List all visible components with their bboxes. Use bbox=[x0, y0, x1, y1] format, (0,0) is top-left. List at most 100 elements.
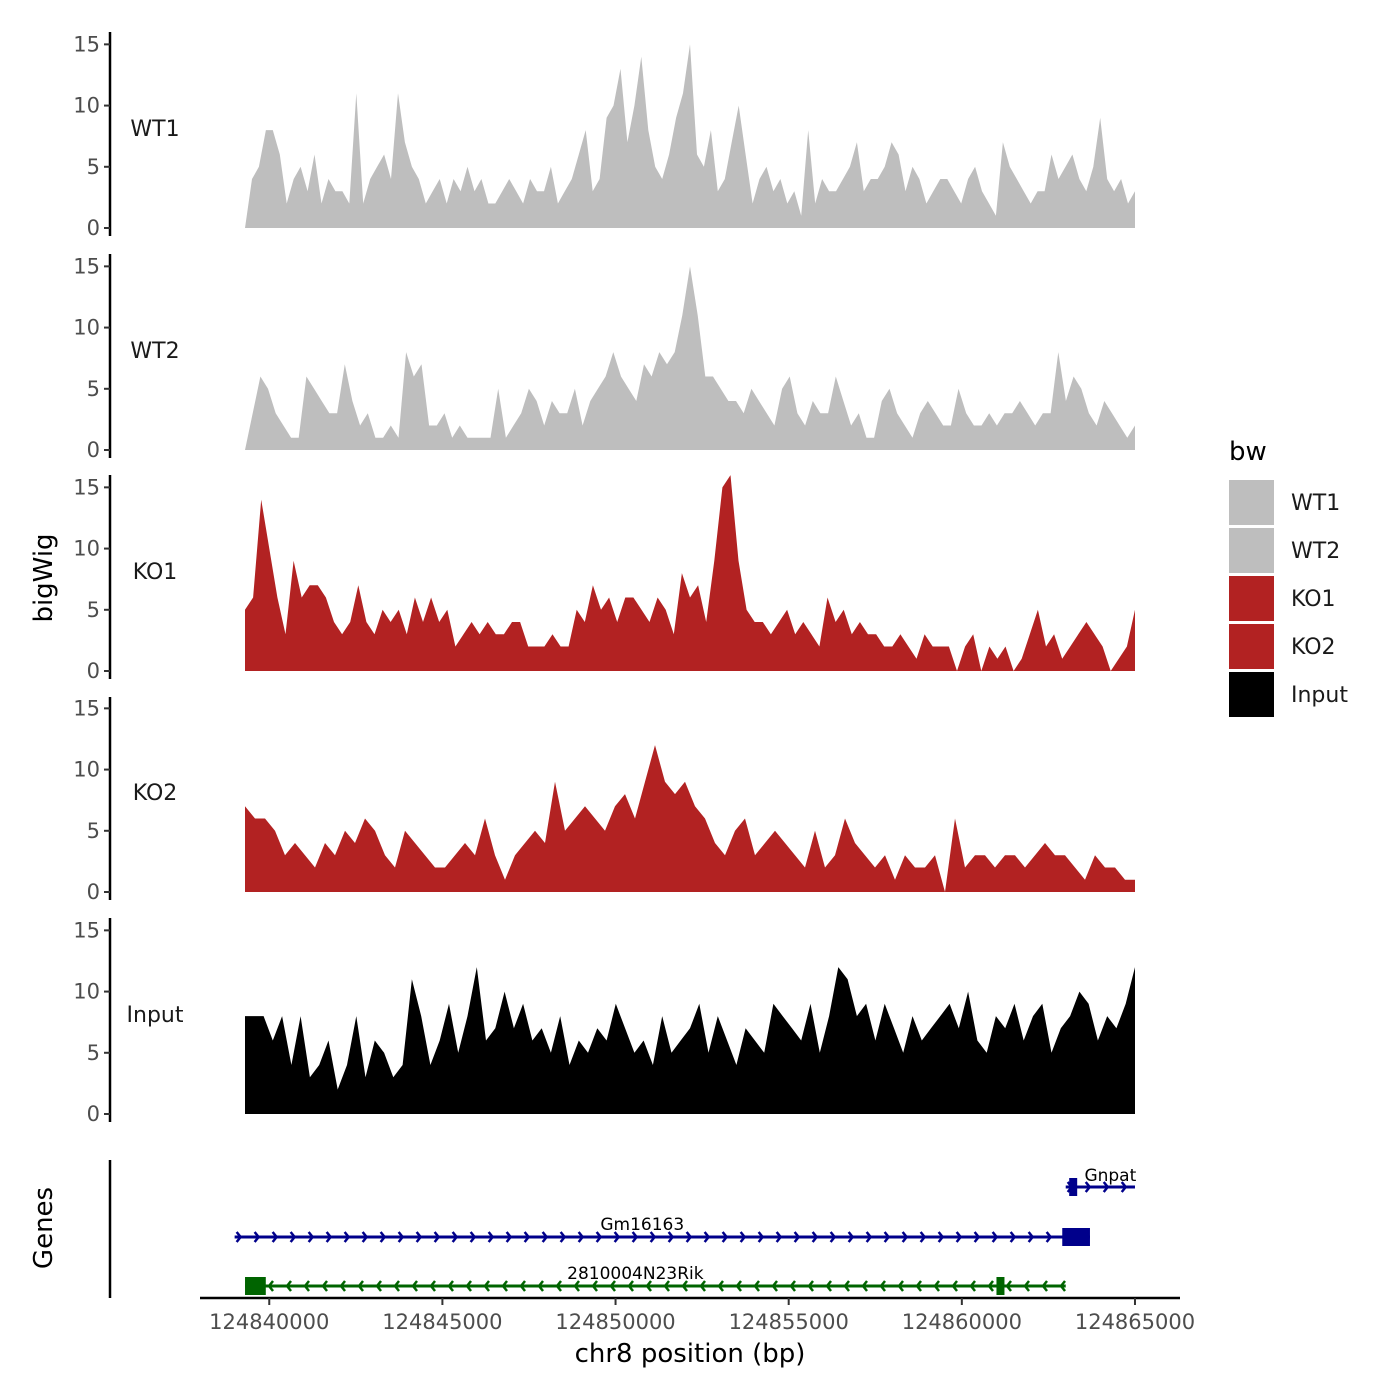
strand-arrow bbox=[483, 1280, 490, 1292]
strand-arrow bbox=[253, 1231, 261, 1243]
y-tick-label: 10 bbox=[73, 94, 100, 118]
gene-exon bbox=[245, 1277, 266, 1295]
strand-arrow bbox=[717, 1280, 724, 1292]
legend-key-ko2 bbox=[1229, 624, 1274, 669]
strand-arrow bbox=[843, 1280, 850, 1292]
strand-arrow bbox=[1023, 1280, 1030, 1292]
strand-arrow bbox=[613, 1231, 621, 1243]
y-tick-label: 15 bbox=[73, 696, 100, 720]
track-label-ko1: KO1 bbox=[133, 560, 178, 585]
strand-arrow bbox=[519, 1280, 526, 1292]
strand-arrow bbox=[595, 1231, 603, 1243]
strand-arrow bbox=[919, 1231, 927, 1243]
y-tick-label: 15 bbox=[73, 918, 100, 942]
strand-arrow bbox=[663, 1280, 670, 1292]
strand-arrow bbox=[307, 1231, 315, 1243]
strand-arrow bbox=[789, 1280, 796, 1292]
strand-arrow bbox=[811, 1231, 819, 1243]
strand-arrow bbox=[667, 1231, 675, 1243]
strand-arrow bbox=[883, 1231, 891, 1243]
gene-label: Gm16163 bbox=[600, 1215, 684, 1235]
y-tick-label: 10 bbox=[73, 537, 100, 561]
y-tick-label: 15 bbox=[73, 254, 100, 278]
strand-arrow bbox=[469, 1231, 477, 1243]
strand-arrow bbox=[951, 1280, 958, 1292]
strand-arrow bbox=[649, 1231, 657, 1243]
strand-arrow bbox=[627, 1280, 634, 1292]
y-tick-label: 5 bbox=[87, 155, 100, 179]
gene-exon bbox=[996, 1277, 1005, 1295]
y-tick-label: 15 bbox=[73, 475, 100, 499]
strand-arrow bbox=[271, 1231, 279, 1243]
strand-arrow bbox=[447, 1280, 454, 1292]
strand-arrow bbox=[591, 1280, 598, 1292]
legend-label-wt1: WT1 bbox=[1291, 491, 1340, 516]
strand-arrow bbox=[451, 1231, 459, 1243]
strand-arrow bbox=[775, 1231, 783, 1243]
strand-arrow bbox=[955, 1231, 963, 1243]
strand-arrow bbox=[1041, 1280, 1048, 1292]
gene-gm16163: Gm16163 bbox=[234, 1215, 1090, 1246]
track-label-wt1: WT1 bbox=[130, 117, 179, 142]
strand-arrow bbox=[699, 1280, 706, 1292]
y-tick-label: 10 bbox=[73, 758, 100, 782]
legend-key-wt2 bbox=[1229, 528, 1274, 573]
strand-arrow bbox=[267, 1280, 274, 1292]
x-axis: 124840000 124845000 124850000 124855000 1248… bbox=[200, 1296, 1195, 1334]
strand-arrow bbox=[753, 1280, 760, 1292]
gene-exon bbox=[1069, 1178, 1078, 1196]
y-tick-label: 5 bbox=[87, 598, 100, 622]
y-tick-label: 0 bbox=[87, 216, 100, 240]
track-wt2: 0 5 10 15 WT2 bbox=[73, 254, 1135, 462]
strand-arrow bbox=[1005, 1280, 1012, 1292]
strand-arrow bbox=[937, 1231, 945, 1243]
coverage-area-wt1 bbox=[245, 44, 1135, 229]
strand-arrow bbox=[987, 1280, 994, 1292]
x-tick-label: 124850000 bbox=[555, 1310, 675, 1334]
y-tick-label: 0 bbox=[87, 438, 100, 462]
coverage-area-wt2 bbox=[245, 266, 1135, 450]
strand-arrow bbox=[235, 1231, 243, 1243]
strand-arrow bbox=[825, 1280, 832, 1292]
coverage-area-input bbox=[245, 967, 1135, 1114]
track-ko2: 0 5 10 15 KO2 bbox=[73, 696, 1135, 904]
strand-arrow bbox=[865, 1231, 873, 1243]
y-tick-label: 0 bbox=[87, 1102, 100, 1126]
y-tick-label: 5 bbox=[87, 377, 100, 401]
track-ko1: 0 5 10 15 KO1 bbox=[73, 475, 1135, 683]
legend-label-ko1: KO1 bbox=[1291, 587, 1336, 612]
strand-arrow bbox=[901, 1231, 909, 1243]
gene-label: 2810004N23Rik bbox=[567, 1264, 704, 1284]
strand-arrow bbox=[411, 1280, 418, 1292]
strand-arrow bbox=[375, 1280, 382, 1292]
strand-arrow bbox=[537, 1280, 544, 1292]
coverage-tracks: 0 5 10 15 WT1 0 5 10 15 WT2 0 5 10 15 KO1 0 5 10 15 KO2 0 5 10… bbox=[73, 32, 1135, 1126]
strand-arrow bbox=[879, 1280, 886, 1292]
strand-arrow bbox=[681, 1280, 688, 1292]
strand-arrow bbox=[429, 1280, 436, 1292]
strand-arrow bbox=[685, 1231, 693, 1243]
strand-arrow bbox=[465, 1280, 472, 1292]
strand-arrow bbox=[303, 1280, 310, 1292]
strand-arrow bbox=[991, 1231, 999, 1243]
strand-arrow bbox=[793, 1231, 801, 1243]
legend-label-ko2: KO2 bbox=[1291, 635, 1336, 660]
strand-arrow bbox=[393, 1280, 400, 1292]
legend-key-ko1 bbox=[1229, 576, 1274, 621]
strand-arrow bbox=[541, 1231, 549, 1243]
strand-arrow bbox=[973, 1231, 981, 1243]
strand-arrow bbox=[1102, 1181, 1110, 1193]
strand-arrow bbox=[969, 1280, 976, 1292]
coverage-area-ko1 bbox=[245, 475, 1135, 671]
strand-arrow bbox=[559, 1231, 567, 1243]
strand-arrow bbox=[1009, 1231, 1017, 1243]
x-tick-label: 124840000 bbox=[209, 1310, 329, 1334]
x-axis-title: chr8 position (bp) bbox=[575, 1339, 806, 1369]
x-tick-label: 124865000 bbox=[1075, 1310, 1195, 1334]
strand-arrow bbox=[933, 1280, 940, 1292]
strand-arrow bbox=[339, 1280, 346, 1292]
strand-arrow bbox=[847, 1231, 855, 1243]
strand-arrow bbox=[609, 1280, 616, 1292]
strand-arrow bbox=[771, 1280, 778, 1292]
